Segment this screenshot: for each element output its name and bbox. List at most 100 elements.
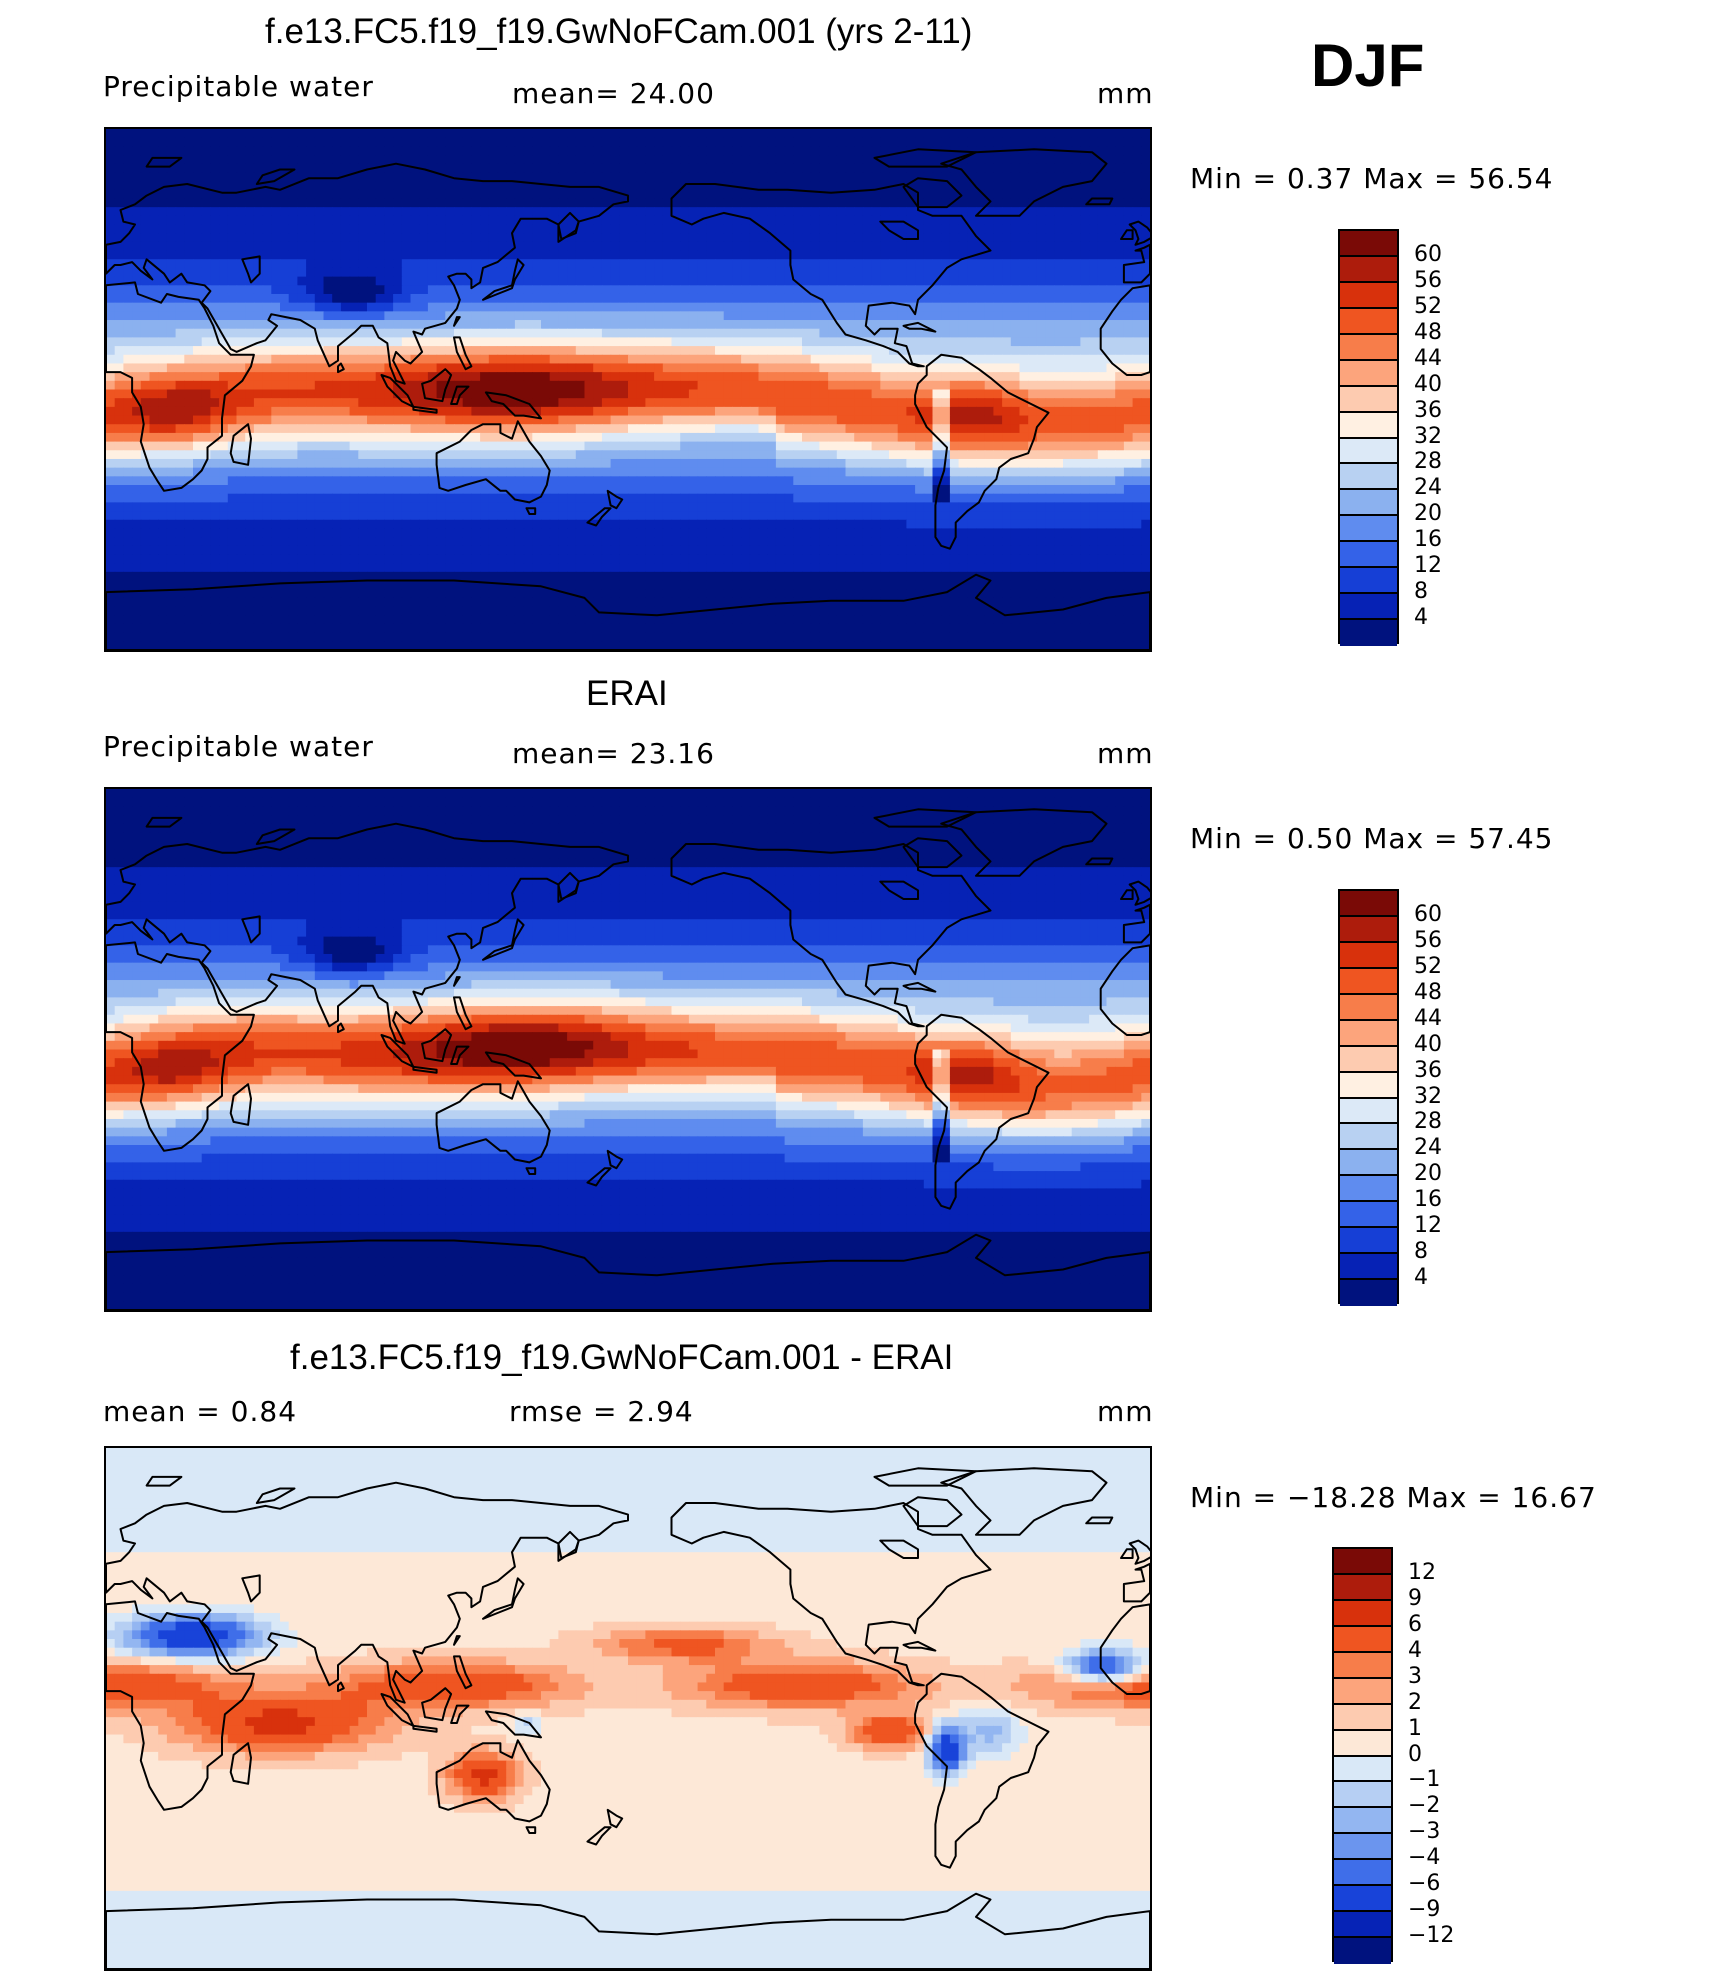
- field-cell: [210, 259, 219, 268]
- field-cell: [941, 337, 950, 346]
- field-cell: [202, 172, 211, 181]
- field-cell: [393, 294, 402, 303]
- field-cell: [1115, 138, 1124, 147]
- field-cell: [237, 268, 246, 277]
- field-cell: [741, 459, 750, 468]
- field-cell: [141, 172, 150, 181]
- field-cell: [637, 181, 646, 190]
- field-cell: [619, 259, 628, 268]
- field-cell: [941, 233, 950, 242]
- field-cell: [411, 225, 420, 234]
- field-cell: [550, 268, 559, 277]
- field-cell: [698, 207, 707, 216]
- field-cell: [489, 155, 498, 164]
- field-cell: [332, 372, 341, 381]
- field-cell: [967, 381, 976, 390]
- field-cell: [332, 268, 341, 277]
- field-cell: [1002, 363, 1011, 372]
- field-cell: [1054, 433, 1063, 442]
- field-cell: [532, 225, 541, 234]
- field-cell: [1037, 285, 1046, 294]
- field-cell: [1063, 225, 1072, 234]
- field-cell: [1002, 172, 1011, 181]
- field-cell: [828, 407, 837, 416]
- field-cell: [1141, 337, 1150, 346]
- field-cell: [324, 198, 333, 207]
- field-cell: [428, 259, 437, 268]
- field-cell: [123, 468, 132, 477]
- field-cell: [176, 198, 185, 207]
- field-cell: [767, 303, 776, 312]
- field-cell: [637, 138, 646, 147]
- field-cell: [515, 372, 524, 381]
- field-cell: [837, 398, 846, 407]
- field-cell: [350, 372, 359, 381]
- field-cell: [1037, 146, 1046, 155]
- field-cell: [941, 216, 950, 225]
- field-cell: [550, 485, 559, 494]
- field-cell: [785, 416, 794, 425]
- field-cell: [280, 207, 289, 216]
- field-cell: [706, 268, 715, 277]
- field-cell: [750, 259, 759, 268]
- field-cell: [767, 277, 776, 286]
- field-cell: [1020, 146, 1029, 155]
- field-cell: [263, 138, 272, 147]
- field-cell: [115, 190, 124, 199]
- field-cell: [663, 468, 672, 477]
- field-cell: [1011, 355, 1020, 364]
- field-cell: [228, 155, 237, 164]
- field-cell: [550, 450, 559, 459]
- field-cell: [776, 251, 785, 260]
- field-cell: [828, 268, 837, 277]
- field-cell: [993, 372, 1002, 381]
- field-cell: [123, 320, 132, 329]
- field-cell: [115, 390, 124, 399]
- field-cell: [819, 450, 828, 459]
- field-cell: [324, 233, 333, 242]
- field-cell: [263, 442, 272, 451]
- field-cell: [593, 442, 602, 451]
- field-cell: [1020, 251, 1029, 260]
- field-cell: [515, 459, 524, 468]
- field-cell: [628, 216, 637, 225]
- field-cell: [741, 138, 750, 147]
- field-cell: [672, 303, 681, 312]
- field-cell: [628, 155, 637, 164]
- field-cell: [341, 459, 350, 468]
- field-cell: [245, 259, 254, 268]
- field-cell: [993, 285, 1002, 294]
- field-cell: [698, 181, 707, 190]
- field-cell: [898, 285, 907, 294]
- field-cell: [750, 311, 759, 320]
- field-cell: [680, 172, 689, 181]
- field-cell: [732, 337, 741, 346]
- field-cell: [228, 172, 237, 181]
- field-cell: [306, 398, 315, 407]
- field-cell: [663, 172, 672, 181]
- field-cell: [819, 233, 828, 242]
- field-cell: [741, 390, 750, 399]
- field-cell: [602, 416, 611, 425]
- field-cell: [767, 407, 776, 416]
- field-cell: [689, 485, 698, 494]
- field-cell: [463, 329, 472, 338]
- field-cell: [115, 311, 124, 320]
- field-cell: [350, 459, 359, 468]
- field-cell: [689, 416, 698, 425]
- field-cell: [141, 320, 150, 329]
- field-cell: [393, 129, 402, 138]
- field-cell: [993, 138, 1002, 147]
- field-cell: [141, 251, 150, 260]
- field-cell: [376, 155, 385, 164]
- field-cell: [210, 407, 219, 416]
- field-cell: [663, 138, 672, 147]
- field-cell: [558, 476, 567, 485]
- field-cell: [732, 277, 741, 286]
- field-cell: [1107, 329, 1116, 338]
- field-cell: [437, 303, 446, 312]
- field-cell: [376, 311, 385, 320]
- field-cell: [567, 155, 576, 164]
- field-cell: [854, 207, 863, 216]
- field-cell: [819, 355, 828, 364]
